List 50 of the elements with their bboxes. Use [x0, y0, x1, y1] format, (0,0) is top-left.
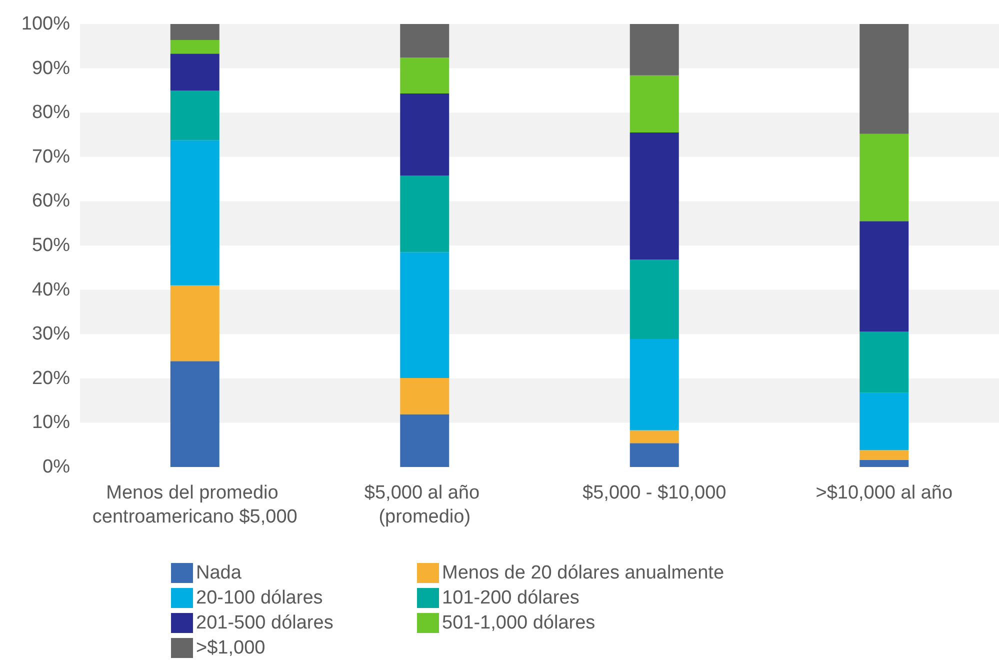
bar [170, 361, 220, 467]
bar [630, 24, 679, 76]
bar [630, 132, 679, 260]
y-tick-label: 0% [42, 456, 70, 478]
y-tick-label: 30% [32, 324, 70, 345]
legend-label: >$1,000 [196, 638, 266, 658]
y-tick-label: 60% [32, 190, 70, 212]
y-tick-label: 50% [32, 235, 70, 256]
bar [630, 75, 679, 133]
y-tick-label: 80% [32, 102, 70, 124]
bar [630, 443, 679, 467]
bar [170, 140, 220, 286]
legend-label: 20-100 dólares [196, 588, 323, 608]
bar [170, 90, 220, 140]
bar [170, 40, 220, 54]
x-tick-label: $5,000 al año (promedio) [364, 482, 485, 528]
x-tick-label: >$10,000 al año [816, 482, 953, 504]
bar [630, 430, 679, 444]
x-tick-label: Menos del promedio centroamericano $5,000 [92, 482, 298, 528]
legend-label: Nada [196, 562, 242, 584]
legend-label: Menos de 20 dólares anualmente [442, 562, 724, 584]
bar [400, 414, 450, 467]
bar [860, 134, 909, 222]
bar [630, 260, 679, 339]
bar [860, 331, 909, 393]
y-tick-label: 100% [21, 14, 70, 34]
y-tick-label: 10% [32, 412, 70, 434]
y-tick-label: 40% [32, 279, 70, 300]
y-tick-label: 90% [32, 58, 70, 79]
bar [170, 54, 220, 90]
legend-label: 501-1,000 dólares [442, 612, 596, 634]
bar [630, 338, 679, 430]
bar [170, 24, 220, 40]
x-tick-label: $5,000 - $10,000 [582, 482, 726, 504]
legend-label: 101-200 dólares [442, 588, 580, 608]
bar [400, 58, 450, 94]
bar [860, 392, 909, 450]
bar [400, 378, 450, 414]
y-tick-label: 70% [32, 146, 70, 168]
legend-label: 201-500 dólares [196, 612, 334, 634]
bar [860, 450, 909, 460]
bar [860, 24, 909, 134]
bar [400, 176, 450, 252]
bar [860, 460, 909, 467]
y-tick-label: 20% [32, 368, 70, 389]
bar [400, 252, 450, 378]
bar [170, 285, 220, 362]
bar [400, 24, 450, 58]
bar [400, 94, 450, 176]
bar [860, 221, 909, 332]
